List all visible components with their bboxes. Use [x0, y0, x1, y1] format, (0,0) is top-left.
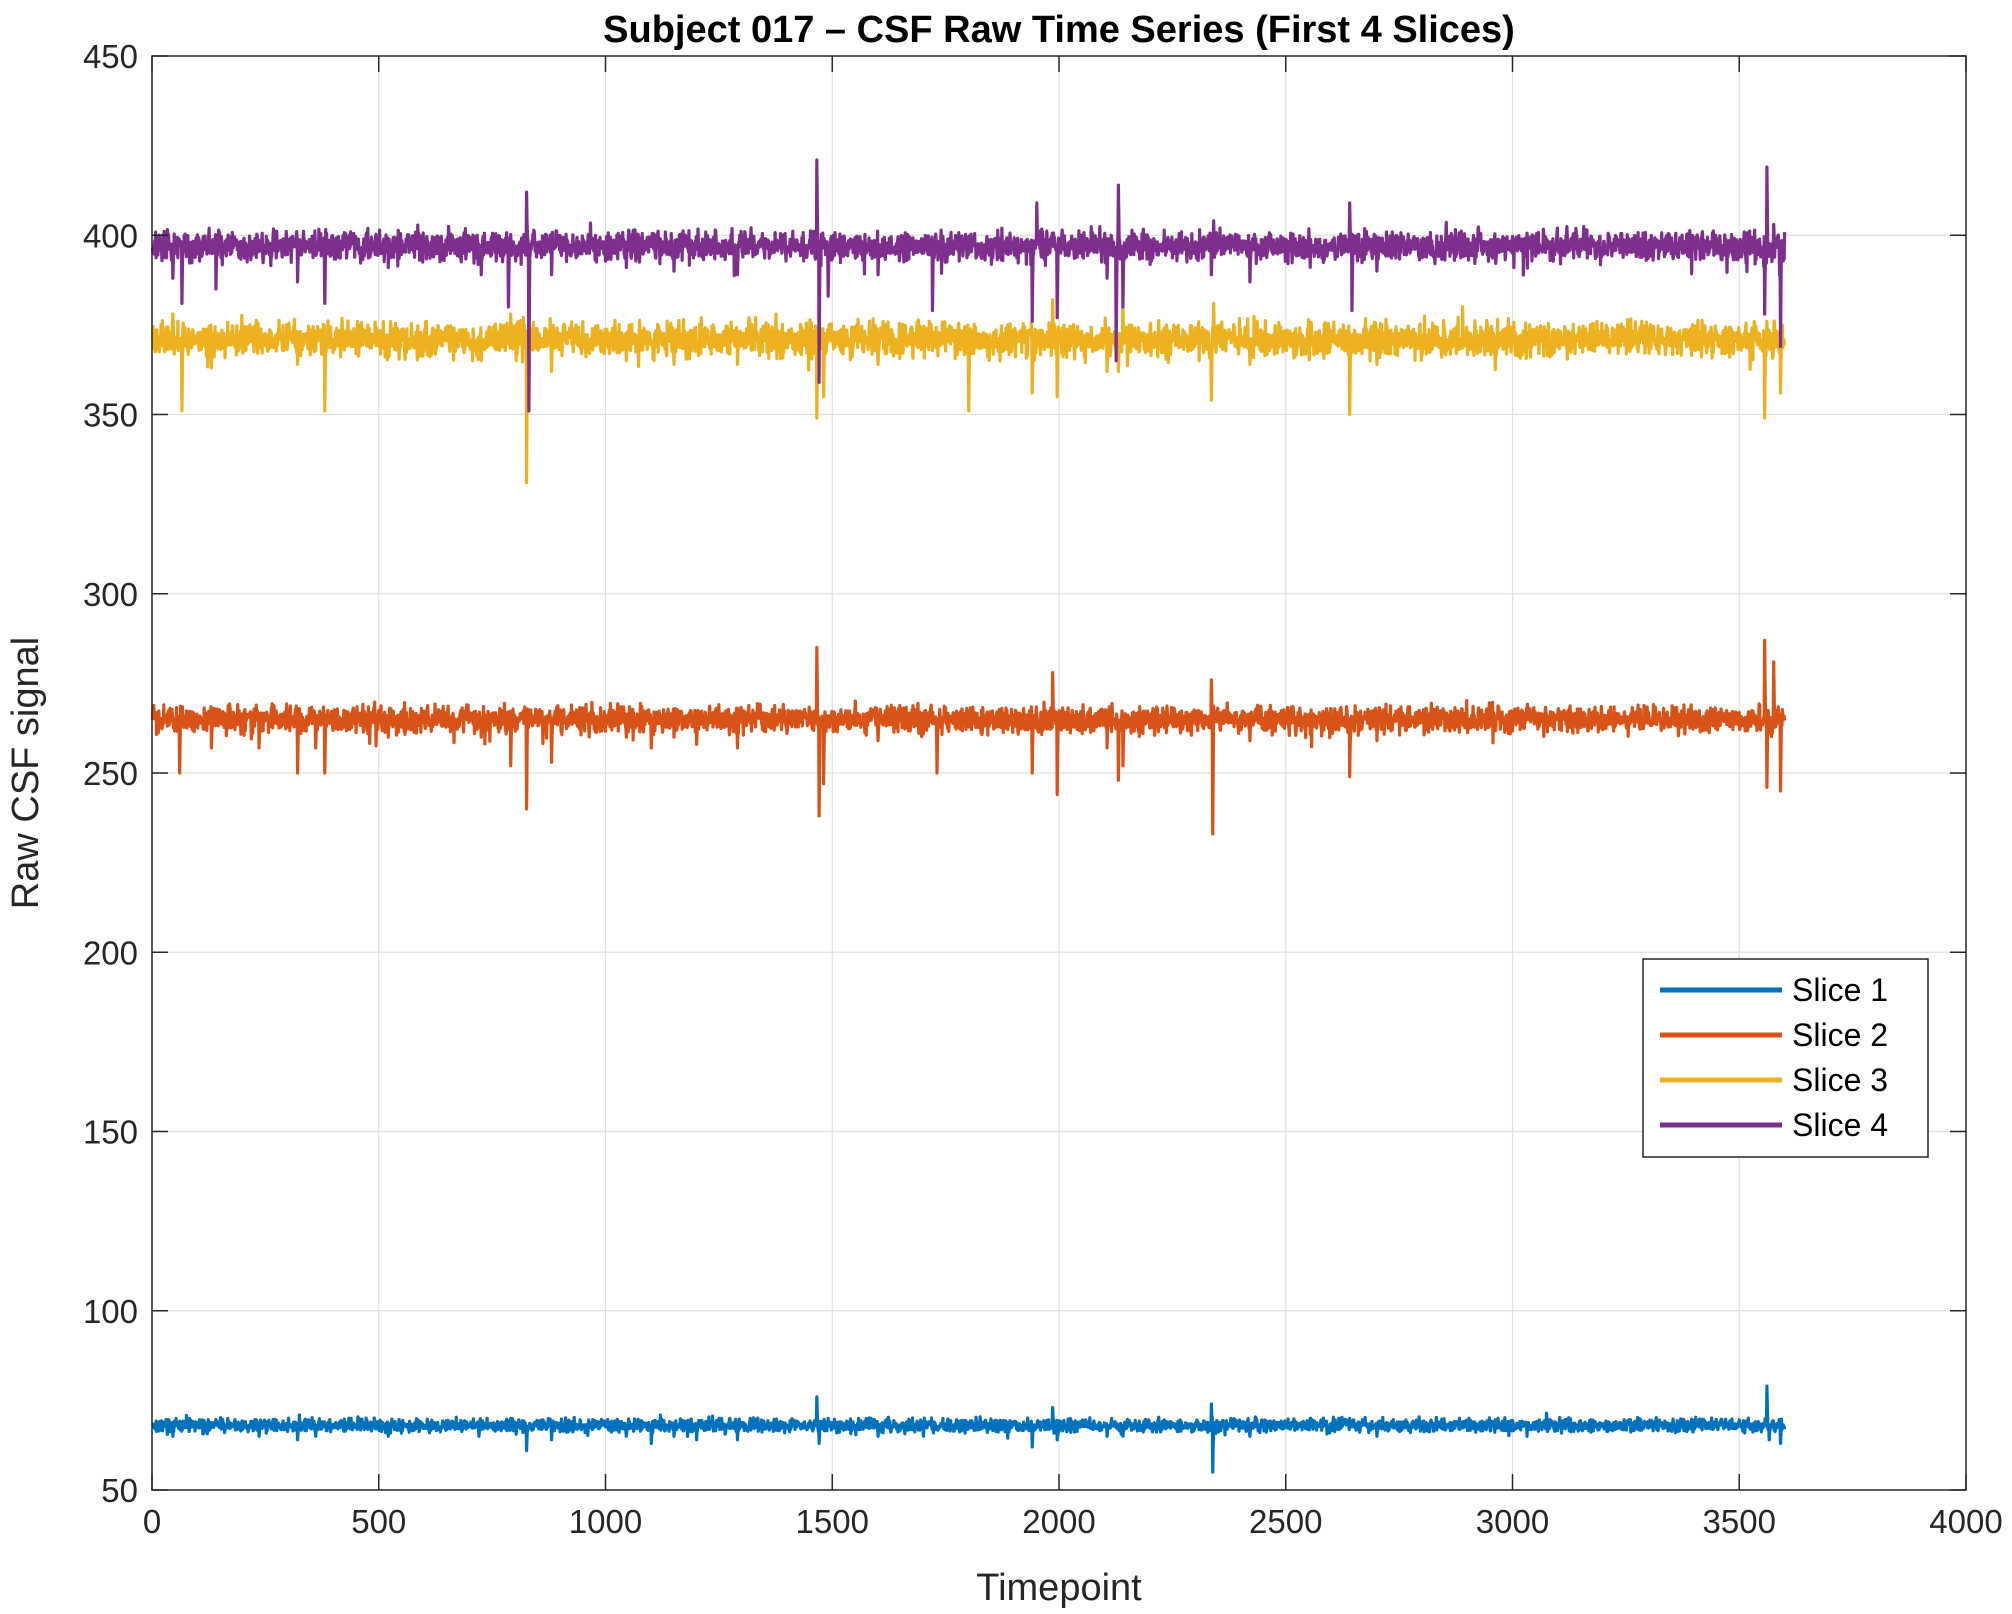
- x-tick-label: 4000: [1929, 1503, 2002, 1540]
- y-tick-label: 450: [83, 38, 138, 75]
- x-tick-label: 1000: [569, 1503, 642, 1540]
- y-tick-label: 100: [83, 1293, 138, 1330]
- legend-entry-slice-3: Slice 3: [1660, 1062, 1888, 1098]
- legend: Slice 1 Slice 2 Slice 3 Slice 4: [1642, 958, 1929, 1158]
- axis-ticks: 0 500 1000 1500 2000 2500 3000 3500 4000 50 100 150…: [83, 38, 2003, 1540]
- y-tick-label: 150: [83, 1114, 138, 1151]
- legend-label-slice-2: Slice 2: [1792, 1017, 1888, 1053]
- x-tick-label: 0: [143, 1503, 161, 1540]
- x-axis-label: Timepoint: [976, 1567, 1142, 1609]
- series-line-slice-4: [150, 158, 1787, 413]
- legend-label-slice-4: Slice 4: [1792, 1107, 1888, 1143]
- legend-entry-slice-2: Slice 2: [1660, 1017, 1888, 1053]
- chart-title: Subject 017 – CSF Raw Time Series (First…: [603, 9, 1515, 51]
- series-line-slice-3: [150, 298, 1787, 485]
- legend-label-slice-1: Slice 1: [1792, 972, 1888, 1008]
- x-tick-label: 2500: [1249, 1503, 1322, 1540]
- x-tick-label: 3500: [1703, 1503, 1776, 1540]
- series-line-slice-1: [150, 1384, 1787, 1474]
- legend-entry-slice-1: Slice 1: [1660, 972, 1888, 1008]
- series-layer: [150, 158, 1787, 1474]
- x-tick-label: 500: [351, 1503, 406, 1540]
- y-axis-label: Raw CSF signal: [5, 637, 47, 909]
- y-tick-label: 200: [83, 934, 138, 971]
- y-tick-label: 350: [83, 397, 138, 434]
- y-tick-label: 50: [101, 1472, 138, 1509]
- y-tick-label: 300: [83, 576, 138, 613]
- legend-entry-slice-4: Slice 4: [1660, 1107, 1888, 1143]
- x-tick-label: 3000: [1476, 1503, 1549, 1540]
- x-tick-label: 2000: [1022, 1503, 1095, 1540]
- legend-label-slice-3: Slice 3: [1792, 1062, 1888, 1098]
- series-line-slice-2: [150, 638, 1787, 836]
- y-tick-label: 250: [83, 755, 138, 792]
- x-tick-label: 1500: [796, 1503, 869, 1540]
- y-tick-label: 400: [83, 217, 138, 254]
